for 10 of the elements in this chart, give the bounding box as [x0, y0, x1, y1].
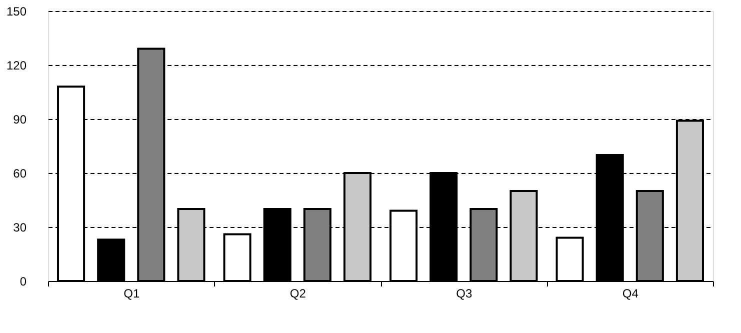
y-tick-label: 90 — [13, 112, 27, 126]
x-tick-label: Q1 — [124, 286, 140, 300]
y-tick-label: 30 — [13, 220, 27, 234]
y-tick-label: 150 — [6, 4, 27, 18]
y-tick-label: 0 — [20, 274, 27, 288]
x-tick-label: Q2 — [290, 286, 306, 300]
x-tick-label: Q3 — [456, 286, 472, 300]
y-tick-label: 120 — [6, 58, 27, 72]
y-tick-label: 60 — [13, 166, 27, 180]
x-tick-label: Q4 — [622, 286, 639, 300]
